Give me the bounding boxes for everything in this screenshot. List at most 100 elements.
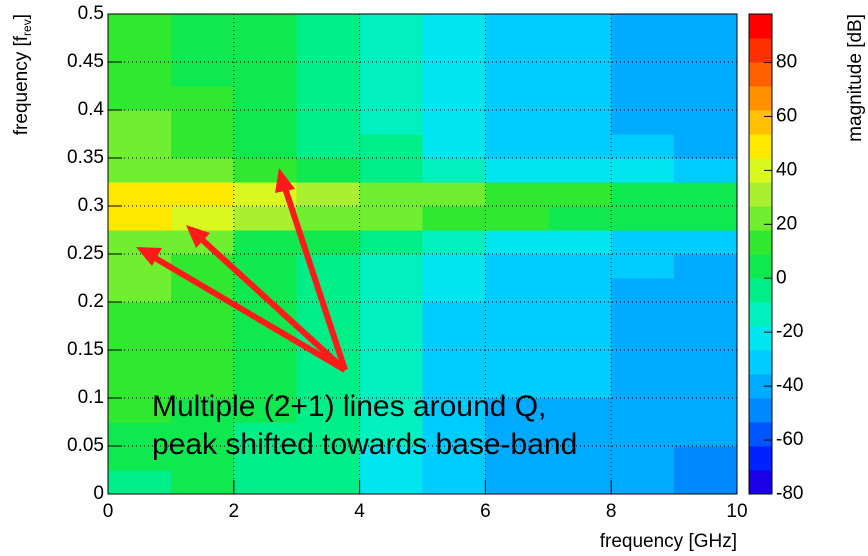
x-tick-label: 6	[480, 501, 491, 522]
heat-cell	[170, 470, 235, 495]
heat-cell	[108, 350, 172, 375]
x-tick-label: 8	[606, 501, 617, 522]
heat-cell	[296, 446, 361, 471]
heat-cell	[422, 446, 486, 471]
heat-cell	[422, 86, 486, 111]
heat-cell	[233, 134, 298, 159]
heat-cell	[108, 158, 172, 183]
colorbar-tick-label: -20	[776, 321, 803, 342]
heat-cell	[611, 38, 675, 63]
heat-cell	[674, 86, 738, 111]
y-axis-label: frequency [frev]	[11, 14, 34, 135]
colorbar-frame	[748, 13, 773, 495]
heat-cell	[485, 374, 549, 399]
heat-cell	[674, 374, 738, 399]
y-tick-label: 0.15	[67, 339, 104, 360]
heat-cell	[548, 110, 612, 135]
heat-cell	[108, 38, 172, 63]
x-tick-label: 0	[103, 501, 114, 522]
heat-cell	[611, 110, 675, 135]
y-tick-label: 0.1	[78, 387, 104, 408]
heat-cell	[548, 206, 612, 231]
heat-cell	[108, 134, 172, 159]
colorbar-tick-label: 60	[776, 105, 797, 126]
heat-cell	[422, 326, 486, 351]
arrowhead	[136, 247, 162, 266]
colorbar-tick-label: 40	[776, 159, 797, 180]
heat-cell	[548, 422, 612, 447]
heat-cell	[296, 470, 361, 495]
heat-cell	[359, 206, 423, 231]
x-tick-label: 4	[354, 501, 365, 522]
heat-cell	[170, 62, 235, 87]
heat-cell	[422, 14, 486, 39]
heat-cell	[108, 110, 172, 135]
colorbar-band	[749, 326, 772, 351]
heat-cell	[548, 38, 612, 63]
heat-cell	[170, 206, 235, 231]
heat-cell	[170, 398, 235, 423]
colorbar-band	[749, 350, 772, 375]
heat-cell	[548, 278, 612, 303]
heat-cell	[108, 326, 172, 351]
colorbar-band	[749, 134, 772, 159]
heat-cell	[422, 470, 486, 495]
heat-cell	[359, 422, 423, 447]
heat-cell	[674, 326, 738, 351]
y-axis-label-text: frequency [f	[11, 35, 32, 135]
heat-cell	[296, 398, 361, 423]
heat-cell	[674, 302, 738, 327]
heat-cell	[611, 398, 675, 423]
heat-cell	[108, 278, 172, 303]
heat-cell	[170, 182, 235, 207]
heat-cell	[422, 182, 486, 207]
heat-cell	[233, 398, 298, 423]
heat-cell	[422, 38, 486, 63]
heat-cell	[233, 206, 298, 231]
x-axis-label: frequency [GHz]	[600, 531, 737, 552]
heat-cell	[233, 230, 298, 255]
heat-cell	[548, 470, 612, 495]
heat-cell	[108, 446, 172, 471]
heat-cell	[170, 446, 235, 471]
heat-cell	[485, 398, 549, 423]
heat-cell	[485, 254, 549, 279]
colorbar-tick-label: -60	[776, 429, 803, 450]
heat-cell	[674, 14, 738, 39]
heat-cell	[170, 38, 235, 63]
heat-cell	[170, 158, 235, 183]
heat-cell	[674, 446, 738, 471]
heat-cell	[296, 182, 361, 207]
heat-cell	[359, 86, 423, 111]
heat-cell	[485, 182, 549, 207]
heat-cell	[485, 158, 549, 183]
heat-cell	[422, 278, 486, 303]
heat-cell	[296, 62, 361, 87]
heat-cell	[548, 86, 612, 111]
arrow	[281, 184, 348, 371]
arrow	[148, 252, 347, 373]
heat-cell	[359, 158, 423, 183]
colorbar-band	[749, 110, 772, 135]
heat-cell	[674, 206, 738, 231]
heat-cell	[548, 302, 612, 327]
heat-cell	[611, 254, 675, 279]
heat-cell	[359, 110, 423, 135]
colorbar-band	[749, 398, 772, 423]
colorbar-band	[749, 86, 772, 111]
heat-cell	[611, 206, 675, 231]
y-tick-label: 0.3	[78, 195, 104, 216]
heat-cell	[170, 326, 235, 351]
heat-cell	[422, 110, 486, 135]
colorbar-band	[749, 38, 772, 63]
heat-cell	[422, 230, 486, 255]
heat-cell	[233, 62, 298, 87]
heat-cell	[611, 422, 675, 447]
heat-cell	[359, 374, 423, 399]
heat-cell	[485, 110, 549, 135]
heatmap	[108, 14, 738, 495]
heat-cell	[611, 278, 675, 303]
heat-cell	[674, 134, 738, 159]
heat-cell	[422, 398, 486, 423]
heat-cell	[485, 38, 549, 63]
